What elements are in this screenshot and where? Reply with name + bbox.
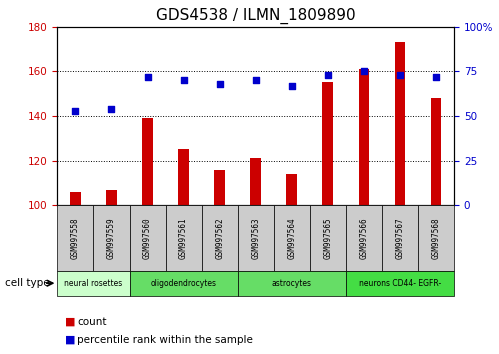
Bar [250,158,261,205]
Bar [178,149,189,205]
Text: GSM997568: GSM997568 [432,217,441,259]
Point [71,108,79,113]
Point [432,74,440,79]
Bar [202,205,238,271]
Bar [382,205,418,271]
Point [251,77,259,83]
Text: neurons CD44- EGFR-: neurons CD44- EGFR- [359,279,441,288]
Point [324,72,332,78]
Bar [130,205,166,271]
Text: GSM997560: GSM997560 [143,217,152,259]
Point [216,81,224,87]
Bar [322,82,333,205]
Point [180,77,188,83]
Bar [238,205,274,271]
Bar [70,192,81,205]
Text: GSM997561: GSM997561 [179,217,188,259]
Text: astrocytes: astrocytes [272,279,312,288]
Point [288,83,296,88]
Bar [431,98,442,205]
Text: percentile rank within the sample: percentile rank within the sample [77,335,253,345]
Bar [310,205,346,271]
Point [107,106,115,112]
Text: GSM997564: GSM997564 [287,217,296,259]
Text: GSM997562: GSM997562 [215,217,224,259]
Bar [57,205,93,271]
Text: GSM997566: GSM997566 [359,217,368,259]
Text: cell type: cell type [5,278,49,288]
Bar [130,271,238,296]
Text: GSM997565: GSM997565 [323,217,332,259]
Bar [166,205,202,271]
Bar [346,271,454,296]
Text: GSM997558: GSM997558 [71,217,80,259]
Text: oligodendrocytes: oligodendrocytes [151,279,217,288]
Text: GSM997563: GSM997563 [251,217,260,259]
Point [396,72,404,78]
Bar [57,271,130,296]
Text: GSM997567: GSM997567 [396,217,405,259]
Bar [106,190,117,205]
Text: ■: ■ [65,335,75,345]
Bar [346,205,382,271]
Title: GDS4538 / ILMN_1809890: GDS4538 / ILMN_1809890 [156,7,356,24]
Text: count: count [77,317,107,327]
Bar [214,170,225,205]
Text: ■: ■ [65,317,75,327]
Point [144,74,152,79]
Point [360,68,368,74]
Bar [238,271,346,296]
Text: GSM997559: GSM997559 [107,217,116,259]
Bar [93,205,130,271]
Bar [418,205,454,271]
Bar [274,205,310,271]
Bar [395,42,405,205]
Bar [358,69,369,205]
Bar [286,174,297,205]
Bar [142,118,153,205]
Text: neural rosettes: neural rosettes [64,279,123,288]
